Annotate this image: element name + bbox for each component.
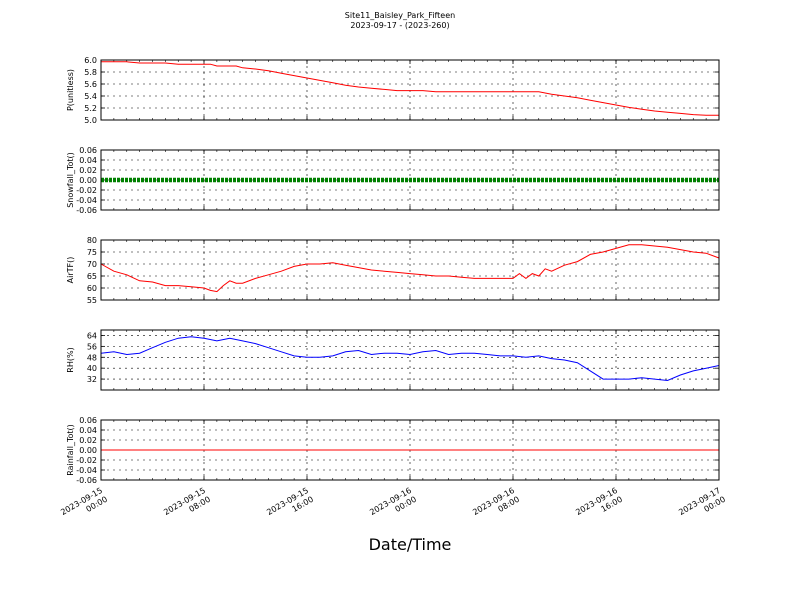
y-tick-label: 5.4 — [84, 92, 97, 101]
y-tick-label: 0.04 — [79, 156, 97, 165]
x-axis-label: Date/Time — [369, 535, 452, 554]
y-tick-label: 48 — [87, 353, 97, 362]
y-tick-label: 0.00 — [79, 176, 97, 185]
x-tick-label: 2023-09-1516:00 — [265, 486, 315, 526]
chart-title-block: Site11_Baisley_Park_Fifteen 2023-09-17 -… — [0, 11, 800, 31]
panel-4: 32 40 48 56 64 RH(%) — [66, 329, 720, 391]
y-tick-label: 65 — [87, 272, 97, 281]
chart-title: Site11_Baisley_Park_Fifteen — [344, 11, 456, 20]
y-tick-label: 56 — [87, 342, 97, 351]
y-tick-label: 5.2 — [84, 104, 97, 113]
x-tick-label: 2023-09-1616:00 — [574, 486, 624, 526]
y-tick-label: -0.04 — [76, 466, 97, 475]
y-tick-label: 64 — [87, 331, 97, 340]
panel-5: -0.06-0.04-0.020.000.020.040.06 Rainfall_… — [66, 416, 720, 485]
y-tick-label: 60 — [87, 284, 97, 293]
y-tick-label: 5.6 — [84, 80, 97, 89]
y-tick-label: 70 — [87, 260, 97, 269]
y-tick-label: 0.02 — [79, 166, 97, 175]
panel-frame — [100, 419, 720, 481]
y-axis-label: P(unitless) — [66, 69, 75, 111]
y-tick-label: 5.8 — [84, 68, 97, 77]
x-tick-label: 2023-09-1508:00 — [162, 486, 212, 526]
y-tick-label: 0.00 — [79, 446, 97, 455]
y-tick-label: 55 — [87, 296, 97, 305]
y-tick-label: 32 — [87, 375, 97, 384]
panel-3: 55 60 65 70 75 80 AirTF() — [66, 236, 720, 305]
y-axis-label: RH(%) — [66, 347, 75, 372]
x-tick-label: 2023-09-1700:00 — [677, 486, 727, 526]
y-tick-label: -0.06 — [76, 206, 97, 215]
panel-frame — [100, 149, 720, 211]
series-line — [101, 61, 719, 116]
chart-panels: 5.05.25.45.65.86.0P(unitless)-0.06-0.04-… — [66, 56, 720, 485]
y-tick-label: -0.02 — [76, 186, 97, 195]
panel-frame — [100, 59, 720, 121]
x-tick-label: 2023-09-1608:00 — [471, 486, 521, 526]
y-tick-label: -0.06 — [76, 476, 97, 485]
y-tick-label: 6.0 — [84, 56, 97, 65]
panel-frame — [100, 329, 720, 391]
y-tick-label: 0.06 — [79, 416, 97, 425]
y-tick-label: 80 — [87, 236, 97, 245]
y-axis-label: AirTF() — [66, 257, 75, 284]
x-tick-label: 2023-09-1600:00 — [368, 486, 418, 526]
y-tick-label: -0.02 — [76, 456, 97, 465]
series-line — [100, 336, 720, 382]
y-axis-label: Rainfall_Tot() — [66, 424, 75, 476]
series-line — [100, 244, 720, 293]
y-tick-label: 5.0 — [84, 116, 97, 125]
y-axis-label: Snowfall_Tot() — [66, 152, 75, 208]
y-tick-label: 40 — [87, 364, 97, 373]
x-axis: 2023-09-1500:00 2023-09-1508:00 2023-09-15… — [59, 486, 727, 526]
y-tick-label: 75 — [87, 248, 97, 257]
x-tick-label: 2023-09-1500:00 — [59, 486, 109, 526]
panel-2: -0.06-0.04-0.020.000.020.040.06 Snowfall_… — [66, 146, 720, 215]
panel-1: 5.0 5.2 5.4 5.6 5.8 6.0 P(unitless) — [66, 56, 720, 125]
chart-subtitle: 2023-09-17 - (2023-260) — [350, 21, 450, 30]
panel-frame — [100, 239, 720, 301]
y-tick-label: -0.04 — [76, 196, 97, 205]
y-tick-label: 0.04 — [79, 426, 97, 435]
y-tick-label: 0.06 — [79, 146, 97, 155]
y-tick-label: 0.02 — [79, 436, 97, 445]
